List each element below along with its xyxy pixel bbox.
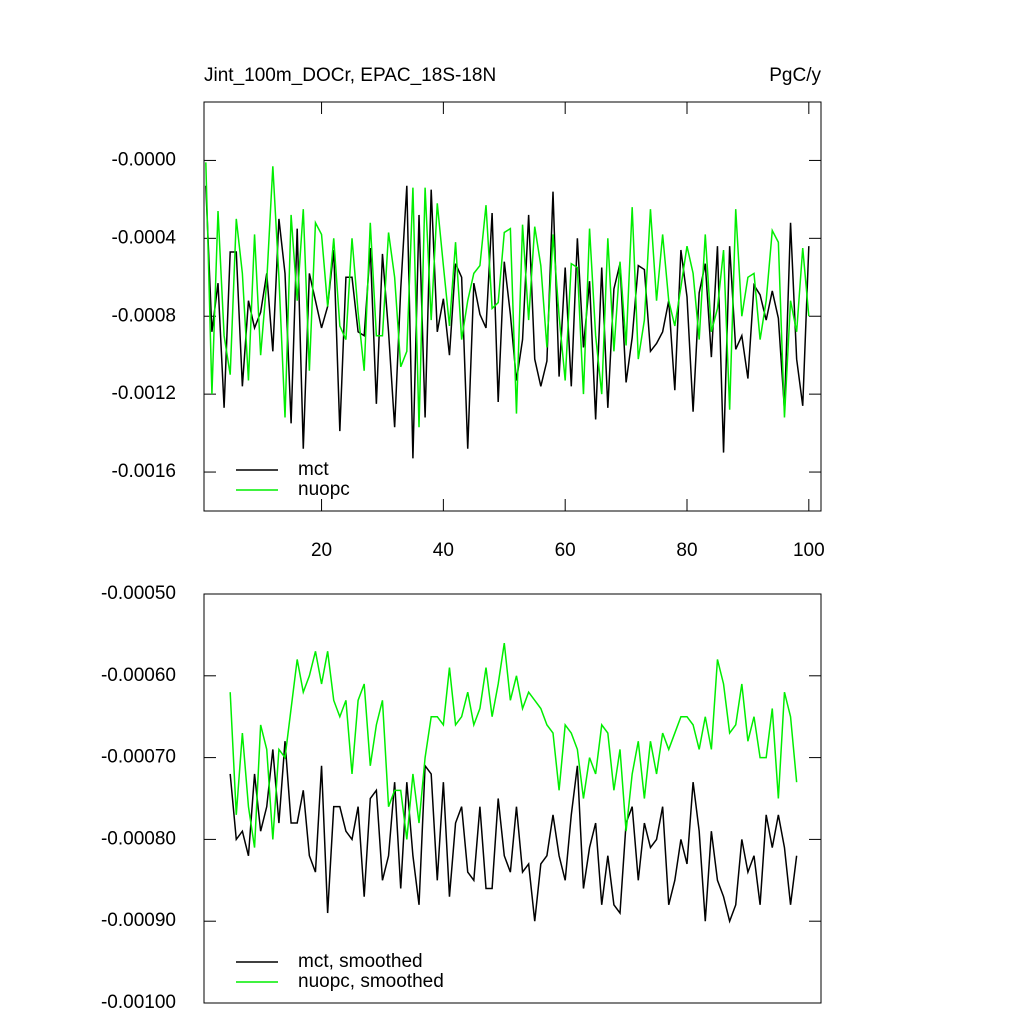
x-tick-label: 40	[433, 540, 454, 561]
y-tick-label: -0.00050	[101, 583, 176, 604]
x-tick-label: 60	[555, 540, 576, 561]
y-tick-label: -0.00100	[101, 992, 176, 1013]
chart-title: Jint_100m_DOCr, EPAC_18S-18N	[204, 65, 496, 86]
x-tick-label: 80	[676, 540, 697, 561]
series-line	[205, 162, 810, 428]
x-tick-label: 20	[311, 540, 332, 561]
y-tick-label: -0.0008	[112, 305, 176, 326]
y-tick-label: -0.0004	[112, 227, 177, 248]
legend-label: mct	[298, 459, 329, 480]
y-tick-label: -0.00080	[101, 828, 176, 849]
y-tick-label: -0.00070	[101, 747, 176, 768]
y-tick-label: -0.0000	[112, 149, 176, 170]
units-label: PgC/y	[769, 65, 821, 86]
y-tick-label: -0.0016	[112, 461, 176, 482]
legend-label: nuopc	[298, 479, 350, 500]
x-tick-label: 100	[793, 540, 825, 561]
legend-label: nuopc, smoothed	[298, 971, 444, 992]
y-tick-label: -0.00060	[101, 665, 176, 686]
plot-frame	[203, 101, 822, 512]
plot-frame	[203, 593, 822, 1004]
series-line	[229, 642, 798, 848]
y-tick-label: -0.0012	[112, 383, 176, 404]
series-line	[229, 741, 798, 924]
y-tick-label: -0.00090	[101, 910, 176, 931]
legend-label: mct, smoothed	[298, 951, 423, 972]
series-line	[205, 185, 810, 459]
